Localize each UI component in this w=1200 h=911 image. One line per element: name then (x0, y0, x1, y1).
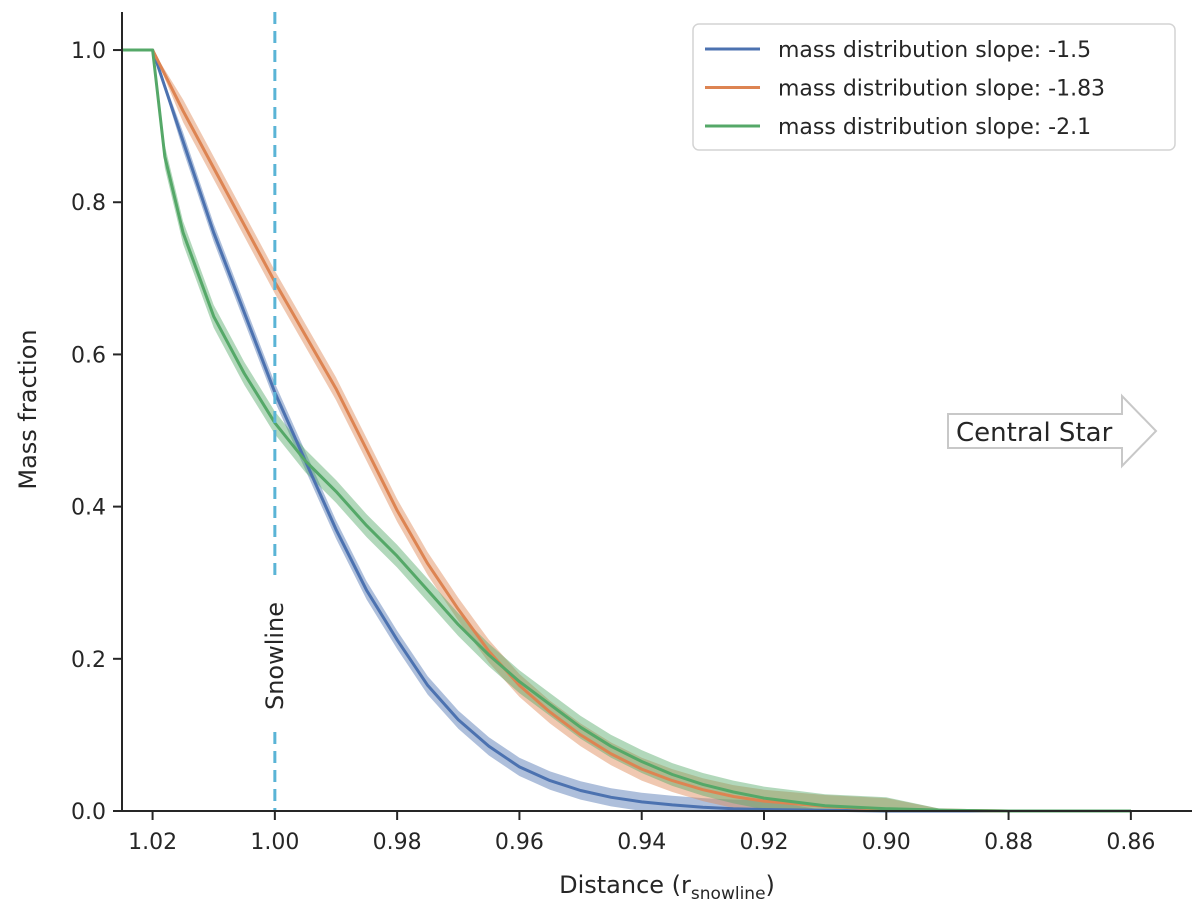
x-tick-label: 0.90 (862, 830, 911, 855)
x-tick-label: 0.94 (617, 830, 666, 855)
x-tick-label: 0.86 (1106, 830, 1155, 855)
y-tick-label: 0.4 (71, 496, 106, 521)
line-series-3 (122, 48, 1131, 813)
y-tick-label: 1.0 (71, 39, 106, 64)
legend-label-series-2: mass distribution slope: -1.83 (778, 77, 1105, 102)
x-tick-label: 0.88 (984, 830, 1033, 855)
y-ticks: 0.0 0.2 0.4 0.6 0.8 1.0 (71, 39, 122, 825)
legend: mass distribution slope: -1.5 mass distri… (692, 23, 1176, 151)
legend-frame (692, 23, 1176, 151)
x-tick-label: 0.96 (495, 830, 544, 855)
x-axis-label: Distance (rsnowline) (559, 871, 775, 904)
y-tick-label: 0.6 (71, 343, 106, 368)
x-ticks: 1.02 1.00 0.98 0.96 0.94 0.92 0.90 0.88 0.86 (128, 811, 1155, 855)
x-axis-label-sub: snowline (691, 884, 766, 904)
central-star-arrow: Central Star (947, 393, 1158, 469)
snowline-marker: Snowline (261, 12, 289, 811)
y-axis-label: Mass fraction (14, 329, 42, 489)
x-tick-label: 0.98 (373, 830, 422, 855)
legend-label-series-3: mass distribution slope: -2.1 (778, 115, 1091, 140)
snowline-label: Snowline (261, 602, 289, 710)
x-axis-label-main: Distance (r (559, 871, 691, 899)
central-star-label: Central Star (956, 418, 1113, 448)
axes (121, 12, 1192, 812)
y-tick-label: 0.0 (71, 800, 106, 825)
legend-label-series-1: mass distribution slope: -1.5 (778, 38, 1091, 63)
x-axis-label-close: ) (766, 871, 775, 899)
x-tick-label: 1.00 (250, 830, 299, 855)
x-tick-label: 1.02 (128, 830, 177, 855)
x-tick-label: 0.92 (740, 830, 789, 855)
y-tick-label: 0.8 (71, 191, 106, 216)
arrow-right-icon (947, 393, 1158, 469)
y-tick-label: 0.2 (71, 648, 106, 673)
